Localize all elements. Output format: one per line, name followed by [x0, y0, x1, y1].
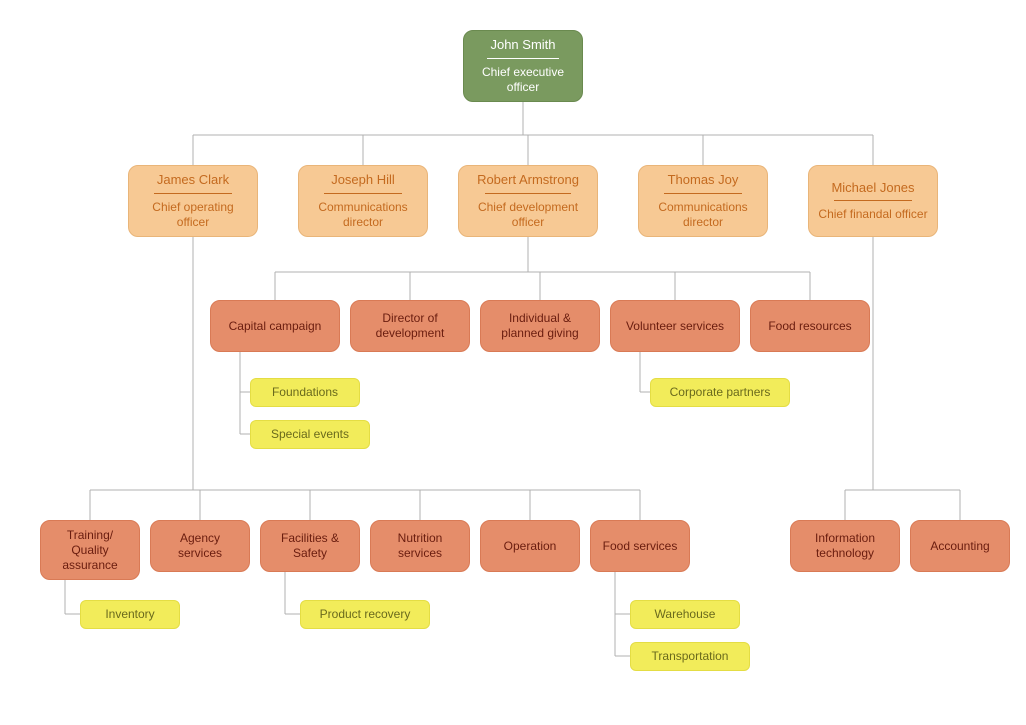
node-name: Joseph Hill: [331, 172, 395, 188]
node-capcamp: Capital campaign: [210, 300, 340, 352]
node-title: Communications director: [647, 200, 759, 230]
node-name-underline: [324, 193, 402, 194]
node-name-underline: [834, 200, 912, 201]
node-title: Chief finandal officer: [818, 207, 927, 222]
node-facilities: Facilities & Safety: [260, 520, 360, 572]
node-agency: Agency services: [150, 520, 250, 572]
node-foodres: Food resources: [750, 300, 870, 352]
node-name: Robert Armstrong: [477, 172, 579, 188]
node-label: Capital campaign: [229, 319, 322, 334]
node-operation: Operation: [480, 520, 580, 572]
node-label: Transportation: [652, 649, 729, 664]
node-name-underline: [664, 193, 742, 194]
node-label: Warehouse: [655, 607, 716, 622]
node-label: Individual & planned giving: [489, 311, 591, 341]
node-label: Operation: [504, 539, 557, 554]
node-label: Foundations: [272, 385, 338, 400]
node-infotech: Information technology: [790, 520, 900, 572]
node-transport: Transportation: [630, 642, 750, 671]
node-label: Director of development: [359, 311, 461, 341]
node-name: James Clark: [157, 172, 229, 188]
node-comm2: Thomas Joy Communications director: [638, 165, 768, 237]
node-prodrecov: Product recovery: [300, 600, 430, 629]
node-name-underline: [485, 193, 570, 194]
node-name: Thomas Joy: [668, 172, 739, 188]
node-label: Training/ Quality assurance: [49, 528, 131, 573]
node-label: Inventory: [105, 607, 154, 622]
node-label: Agency services: [159, 531, 241, 561]
node-foodsvc: Food services: [590, 520, 690, 572]
node-name: Michael Jones: [831, 180, 914, 196]
node-dirdev: Director of development: [350, 300, 470, 352]
node-label: Product recovery: [320, 607, 411, 622]
node-cfo: Michael Jones Chief finandal officer: [808, 165, 938, 237]
node-title: Chief executive officer: [472, 65, 574, 95]
org-chart-canvas: John Smith Chief executive officer James C…: [0, 0, 1026, 725]
node-inventory: Inventory: [80, 600, 180, 629]
node-label: Food resources: [768, 319, 851, 334]
node-accounting: Accounting: [910, 520, 1010, 572]
node-label: Food services: [603, 539, 678, 554]
node-label: Accounting: [930, 539, 989, 554]
node-indgiv: Individual & planned giving: [480, 300, 600, 352]
node-name-underline: [154, 193, 232, 194]
node-coo: James Clark Chief operating officer: [128, 165, 258, 237]
node-label: Information technology: [799, 531, 891, 561]
node-title: Chief operating officer: [137, 200, 249, 230]
node-label: Nutrition services: [379, 531, 461, 561]
node-nutrition: Nutrition services: [370, 520, 470, 572]
node-corppartners: Corporate partners: [650, 378, 790, 407]
node-title: Chief development officer: [467, 200, 589, 230]
node-label: Facilities & Safety: [269, 531, 351, 561]
node-name: John Smith: [490, 37, 555, 53]
node-comm1: Joseph Hill Communications director: [298, 165, 428, 237]
node-ceo: John Smith Chief executive officer: [463, 30, 583, 102]
node-specevents: Special events: [250, 420, 370, 449]
node-training: Training/ Quality assurance: [40, 520, 140, 580]
node-label: Special events: [271, 427, 349, 442]
node-volsvc: Volunteer services: [610, 300, 740, 352]
node-foundations: Foundations: [250, 378, 360, 407]
node-title: Communications director: [307, 200, 419, 230]
node-label: Corporate partners: [670, 385, 771, 400]
node-cdo: Robert Armstrong Chief development office…: [458, 165, 598, 237]
node-warehouse: Warehouse: [630, 600, 740, 629]
node-name-underline: [487, 58, 558, 59]
node-label: Volunteer services: [626, 319, 724, 334]
